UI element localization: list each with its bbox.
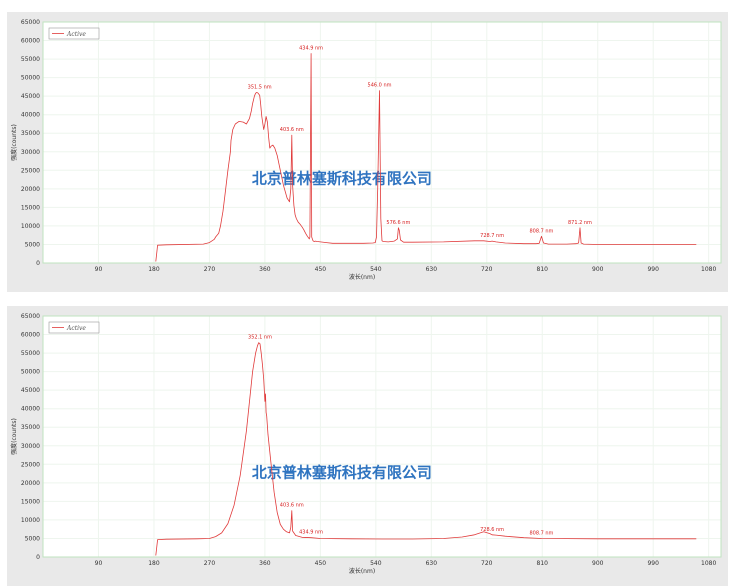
y-tick-label: 10000	[21, 517, 40, 524]
legend-box	[48, 27, 100, 40]
y-tick-label: 55000	[21, 56, 40, 63]
y-tick-label: 25000	[21, 167, 40, 174]
legend: Active	[48, 27, 100, 40]
series-line-active	[155, 342, 697, 556]
x-tick-label: 90	[95, 266, 103, 273]
x-tick-label: 180	[148, 560, 160, 567]
x-tick-label: 450	[315, 266, 327, 273]
spectrum-chart-bottom: 0 5000 10000 15000 20000 25000 30000 35000 40000…	[7, 306, 728, 586]
x-axis-label: 波长(nm)	[349, 567, 375, 575]
x-tick-label: 1080	[701, 266, 716, 273]
peak-label: 434.9 nm	[299, 530, 323, 536]
legend-label: Active	[66, 325, 86, 332]
y-tick-label: 35000	[21, 424, 40, 431]
x-tick-label: 90	[95, 560, 103, 567]
spectrum-chart-top: 0 5000 10000 15000 20000 25000 30000 35000 40000…	[7, 12, 728, 292]
x-tick-label: 720	[481, 266, 493, 273]
legend-box	[48, 321, 100, 334]
y-tick-label: 40000	[21, 406, 40, 413]
x-tick-label: 270	[204, 560, 216, 567]
x-tick-label: 450	[315, 560, 327, 567]
series-line-active	[155, 53, 697, 262]
x-tick-label: 180	[148, 266, 160, 273]
x-tick-label: 630	[426, 560, 438, 567]
y-tick-label: 45000	[21, 387, 40, 394]
y-tick-label: 50000	[21, 75, 40, 82]
y-tick-label: 0	[36, 554, 40, 561]
y-tick-label: 20000	[21, 186, 40, 193]
y-tick-label: 30000	[21, 149, 40, 156]
y-tick-label: 55000	[21, 350, 40, 357]
x-tick-label: 810	[537, 266, 549, 273]
y-tick-label: 65000	[21, 313, 40, 320]
x-tick-label: 990	[647, 560, 659, 567]
watermark-text: 北京普林塞斯科技有限公司	[252, 169, 432, 187]
peak-label: 871.2 nm	[568, 220, 592, 226]
y-tick-label: 15000	[21, 204, 40, 211]
x-tick-label: 900	[592, 266, 604, 273]
x-tick-label: 630	[426, 266, 438, 273]
spectrum-chart-top-svg: 0 5000 10000 15000 20000 25000 30000 35000 40000…	[10, 19, 722, 281]
y-tick-label: 5000	[25, 241, 40, 248]
x-tick-label: 540	[370, 266, 382, 273]
x-tick-label: 1080	[701, 560, 716, 567]
x-tick-label: 990	[647, 266, 659, 273]
peak-label: 403.6 nm	[280, 503, 304, 509]
y-tick-label: 25000	[21, 461, 40, 468]
y-tick-label: 35000	[21, 130, 40, 137]
y-tick-label: 60000	[21, 38, 40, 45]
x-tick-label: 540	[370, 560, 382, 567]
y-axis-label: 强度(counts)	[10, 418, 18, 455]
peak-label: 728.6 nm	[480, 527, 504, 533]
peak-label: 546.0 nm	[368, 83, 392, 89]
y-tick-label: 45000	[21, 93, 40, 100]
plot-area	[43, 22, 721, 263]
spectrum-chart-bottom-svg: 0 5000 10000 15000 20000 25000 30000 35000 40000…	[10, 313, 722, 575]
peak-label: 352.1 nm	[248, 335, 272, 341]
peak-label: 403.6 nm	[280, 127, 304, 133]
x-tick-label: 810	[537, 560, 549, 567]
x-tick-label: 900	[592, 560, 604, 567]
y-tick-label: 5000	[25, 535, 40, 542]
x-axis-label: 波长(nm)	[349, 273, 375, 281]
peak-label: 351.5 nm	[248, 84, 272, 90]
y-tick-label: 15000	[21, 498, 40, 505]
y-tick-label: 50000	[21, 369, 40, 376]
y-tick-label: 10000	[21, 223, 40, 230]
x-tick-label: 360	[259, 560, 271, 567]
peak-label: 808.7 nm	[529, 530, 553, 536]
y-tick-label: 30000	[21, 443, 40, 450]
watermark-text: 北京普林塞斯科技有限公司	[252, 463, 432, 481]
plot-frame	[42, 21, 722, 264]
y-tick-label: 20000	[21, 480, 40, 487]
peak-label: 808.7 nm	[529, 228, 553, 234]
peak-label: 728.7 nm	[480, 233, 504, 239]
legend: Active	[48, 321, 100, 334]
x-tick-label: 270	[204, 266, 216, 273]
y-tick-label: 65000	[21, 19, 40, 26]
y-tick-label: 0	[36, 260, 40, 267]
y-axis-label: 强度(counts)	[10, 124, 18, 161]
peak-label: 576.6 nm	[386, 220, 410, 226]
plot-area	[43, 316, 721, 557]
plot-frame	[42, 315, 722, 558]
peak-label: 434.9 nm	[299, 46, 323, 52]
x-tick-label: 360	[259, 266, 271, 273]
y-tick-label: 40000	[21, 112, 40, 119]
legend-label: Active	[66, 31, 86, 38]
x-tick-label: 720	[481, 560, 493, 567]
y-tick-label: 60000	[21, 332, 40, 339]
